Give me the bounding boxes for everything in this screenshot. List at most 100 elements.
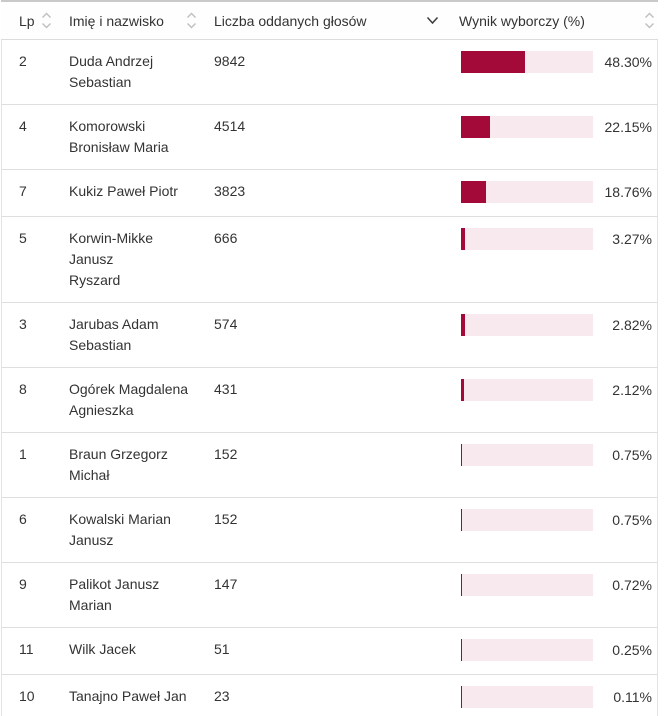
table-row: 9 Palikot Janusz Marian 147 0.72% — [2, 562, 657, 627]
row-lp: 4 — [19, 118, 27, 134]
sort-toggle-icon[interactable] — [186, 11, 197, 30]
result-bar-fill — [461, 444, 462, 466]
row-lp: 3 — [19, 316, 27, 332]
row-result: 2.12% — [446, 379, 657, 401]
table-header: Lp Imię i nazwisko Liczb — [1, 0, 658, 40]
row-name: Palikot Janusz Marian — [69, 576, 160, 613]
row-name: Komorowski Bronisław Maria — [69, 118, 169, 155]
result-bar-track — [461, 314, 593, 336]
row-percent: 0.75% — [612, 512, 652, 528]
row-votes: 3823 — [214, 183, 246, 199]
row-name: Jarubas Adam Sebastian — [69, 316, 159, 353]
row-lp: 2 — [19, 53, 27, 69]
row-votes: 23 — [214, 688, 230, 704]
result-bar-track — [461, 379, 593, 401]
row-percent: 0.11% — [613, 689, 652, 705]
result-bar-fill — [461, 314, 465, 336]
row-name: Kowalski Marian Janusz — [69, 511, 171, 548]
row-result: 2.82% — [446, 314, 657, 336]
table-row: 2 Duda Andrzej Sebastian 9842 48.30% — [2, 40, 657, 104]
table-row: 1 Braun Grzegorz Michał 152 0.75% — [2, 432, 657, 497]
sort-toggle-icon[interactable] — [644, 11, 655, 30]
row-result: 0.72% — [446, 574, 657, 596]
row-percent: 18.76% — [604, 184, 652, 200]
row-percent: 2.12% — [612, 382, 652, 398]
table-row: 11 Wilk Jacek 51 0.25% — [2, 627, 657, 674]
result-bar-fill — [461, 228, 466, 250]
row-lp: 7 — [19, 183, 27, 199]
row-result: 48.30% — [446, 51, 657, 73]
row-name: Korwin-Mikke Janusz Ryszard — [69, 230, 154, 288]
row-lp: 5 — [19, 230, 27, 246]
table-row: 7 Kukiz Paweł Piotr 3823 18.76% — [2, 169, 657, 216]
sort-toggle-icon[interactable] — [41, 11, 52, 30]
row-name: Braun Grzegorz Michał — [69, 446, 168, 483]
result-bar-track — [461, 116, 593, 138]
row-name: Tanajno Paweł Jan — [69, 688, 187, 704]
row-votes: 9842 — [214, 53, 246, 69]
table-row: 10 Tanajno Paweł Jan 23 0.11% — [2, 674, 657, 716]
result-bar-track — [461, 51, 593, 73]
table-body: 2 Duda Andrzej Sebastian 9842 48.30% 4 K… — [1, 40, 658, 716]
result-bar-fill — [461, 116, 491, 138]
row-percent: 3.27% — [612, 231, 652, 247]
sort-descending-icon[interactable] — [426, 16, 439, 25]
result-bar-fill — [461, 181, 486, 203]
result-bar-track — [461, 639, 593, 661]
row-votes: 152 — [214, 511, 238, 527]
row-percent: 48.30% — [604, 54, 652, 70]
column-header-name[interactable]: Imię i nazwisko — [57, 2, 201, 39]
column-header-lp[interactable]: Lp — [1, 2, 57, 39]
row-votes: 152 — [214, 446, 238, 462]
table-row: 4 Komorowski Bronisław Maria 4514 22.15% — [2, 104, 657, 169]
row-percent: 0.75% — [612, 447, 652, 463]
row-votes: 4514 — [214, 118, 246, 134]
row-lp: 1 — [19, 446, 27, 462]
result-bar-fill — [461, 379, 464, 401]
row-name: Wilk Jacek — [69, 641, 136, 657]
row-result: 0.75% — [446, 444, 657, 466]
row-percent: 2.82% — [612, 317, 652, 333]
row-votes: 147 — [214, 576, 238, 592]
result-bar-fill — [461, 51, 525, 73]
row-votes: 666 — [214, 230, 238, 246]
row-lp: 8 — [19, 381, 27, 397]
row-lp: 9 — [19, 576, 27, 592]
column-header-result[interactable]: Wynik wyborczy (%) — [446, 2, 658, 39]
row-lp: 11 — [19, 641, 34, 657]
row-result: 0.11% — [446, 686, 657, 708]
column-header-votes[interactable]: Liczba oddanych głosów — [201, 2, 446, 39]
row-percent: 22.15% — [604, 119, 652, 135]
result-bar-track — [461, 574, 593, 596]
row-result: 0.25% — [446, 639, 657, 661]
row-lp: 6 — [19, 511, 27, 527]
result-bar-fill — [461, 509, 462, 531]
row-votes: 574 — [214, 316, 238, 332]
row-votes: 431 — [214, 381, 238, 397]
row-percent: 0.72% — [612, 577, 652, 593]
result-bar-fill — [461, 574, 462, 596]
row-name: Duda Andrzej Sebastian — [69, 53, 154, 90]
result-bar-track — [461, 228, 593, 250]
row-name: Kukiz Paweł Piotr — [69, 183, 178, 199]
column-header-name-label: Imię i nazwisko — [69, 12, 164, 29]
row-result: 22.15% — [446, 116, 657, 138]
row-votes: 51 — [214, 641, 230, 657]
table-row: 5 Korwin-Mikke Janusz Ryszard 666 3.27% — [2, 216, 657, 302]
result-bar-track — [461, 509, 593, 531]
result-bar-track — [461, 686, 593, 708]
column-header-lp-label: Lp — [19, 12, 35, 29]
row-result: 0.75% — [446, 509, 657, 531]
row-result: 18.76% — [446, 181, 657, 203]
row-name: Ogórek Magdalena Agnieszka — [69, 381, 189, 418]
row-lp: 10 — [19, 688, 35, 704]
row-percent: 0.25% — [612, 642, 652, 658]
column-header-result-label: Wynik wyborczy (%) — [459, 12, 585, 29]
row-result: 3.27% — [446, 228, 657, 250]
result-bar-track — [461, 181, 593, 203]
column-header-votes-label: Liczba oddanych głosów — [214, 12, 367, 29]
table-row: 6 Kowalski Marian Janusz 152 0.75% — [2, 497, 657, 562]
result-bar-track — [461, 444, 593, 466]
